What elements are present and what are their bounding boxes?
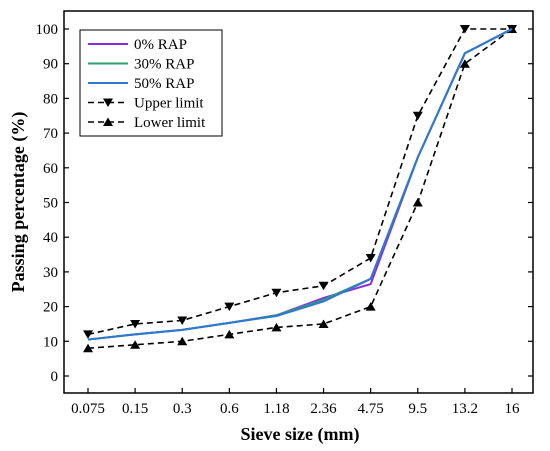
data-point-lower-limit (271, 322, 282, 332)
legend-label: 0% RAP (134, 37, 187, 53)
y-tick-label: 60 (43, 161, 58, 177)
y-tick-label: 100 (36, 22, 59, 38)
data-point-upper-limit (412, 111, 423, 121)
y-tick-label: 80 (43, 91, 58, 107)
y-tick-label: 90 (43, 57, 58, 73)
y-tick-label: 20 (43, 300, 58, 316)
y-tick-label: 30 (43, 265, 58, 281)
legend-label: Upper limit (134, 96, 204, 112)
y-tick-label: 40 (43, 230, 58, 246)
data-point-lower-limit (318, 319, 329, 328)
y-axis-title: Passing percentage (%) (8, 112, 29, 293)
x-axis: 0.075 0.15 0.3 0.6 1.18 2.36 4.75 9.5 13.2 16 (71, 388, 520, 417)
y-axis: 0 10 20 30 40 50 60 70 80 90 100 (36, 22, 533, 385)
x-axis-title: Sieve size (mm) (241, 424, 360, 445)
data-point-upper-limit (83, 330, 93, 339)
y-tick-label: 70 (43, 126, 58, 142)
series-50-rap (87, 28, 513, 341)
legend-item-lower-limit: Lower limit (88, 115, 206, 131)
series-line-lower-limit (87, 28, 513, 350)
series-line-50-rap (87, 28, 513, 341)
legend-item-50-rap: 50% RAP (88, 76, 194, 92)
legend-label: 30% RAP (134, 57, 194, 73)
data-point-lower-limit (83, 343, 93, 353)
x-tick-label: 1.18 (263, 401, 289, 417)
y-tick-label: 0 (51, 369, 59, 385)
y-tick-label: 10 (43, 334, 58, 350)
legend-label: Lower limit (134, 115, 206, 131)
legend-marker (103, 98, 113, 107)
y-tick-label: 50 (43, 196, 58, 212)
data-point-lower-limit (177, 336, 188, 346)
data-point-lower-limit (365, 302, 376, 311)
data-point-upper-limit (271, 288, 282, 298)
series-layer (83, 24, 517, 353)
data-point-upper-limit (318, 281, 329, 291)
x-tick-label: 2.36 (310, 401, 337, 417)
x-tick-label: 4.75 (358, 401, 384, 417)
data-point-upper-limit (130, 319, 141, 329)
x-tick-label: 0.075 (71, 401, 105, 417)
data-point-lower-limit (224, 329, 235, 339)
legend-marker (103, 117, 113, 126)
x-tick-label: 16 (505, 401, 521, 417)
x-tick-label: 0.15 (122, 401, 148, 417)
legend-item-30-rap: 30% RAP (88, 57, 194, 73)
x-tick-label: 0.3 (173, 401, 192, 417)
legend-item-upper-limit: Upper limit (88, 96, 204, 112)
x-tick-label: 9.5 (408, 401, 427, 417)
series-line-upper-limit (87, 28, 512, 336)
data-point-lower-limit (459, 59, 470, 68)
legend: 0% RAP 30% RAP 50% RAP Upper limit Lower lim… (79, 29, 223, 137)
data-point-upper-limit (177, 316, 188, 325)
x-tick-label: 0.6 (220, 401, 239, 417)
data-point-lower-limit (130, 340, 141, 349)
data-point-lower-limit (412, 198, 423, 207)
x-tick-label: 13.2 (452, 401, 478, 417)
data-point-upper-limit (365, 254, 376, 263)
legend-label: 50% RAP (134, 76, 194, 92)
data-point-upper-limit (459, 25, 470, 34)
data-point-upper-limit (224, 302, 235, 312)
legend-item-0-rap: 0% RAP (88, 37, 187, 53)
